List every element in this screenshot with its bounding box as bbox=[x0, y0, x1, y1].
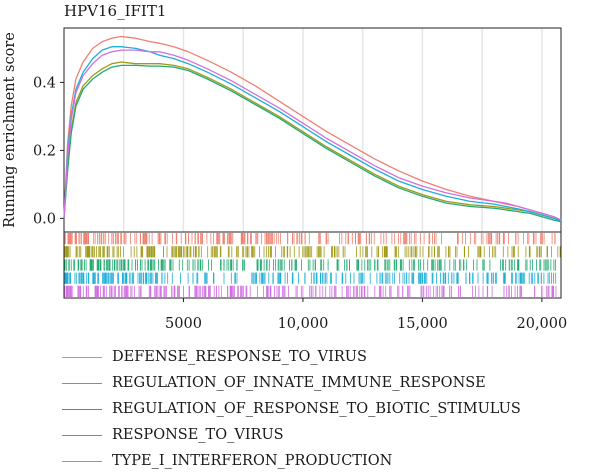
series-lines bbox=[63, 35, 562, 223]
y-tick-label: 0.2 bbox=[33, 143, 56, 159]
x-tick-label: 15,000 bbox=[397, 316, 448, 332]
series-line bbox=[63, 49, 562, 221]
y-tick-label: 0.0 bbox=[33, 211, 56, 227]
legend-swatch bbox=[62, 408, 102, 410]
grid-lines bbox=[122, 28, 543, 232]
x-tick-label: 5000 bbox=[165, 316, 202, 332]
rug-frame bbox=[63, 231, 562, 299]
x-tick-label: 20,000 bbox=[517, 316, 568, 332]
y-tick-label: 0.4 bbox=[33, 75, 56, 91]
legend-label: REGULATION_OF_RESPONSE_TO_BIOTIC_STIMULU… bbox=[112, 401, 521, 417]
legend-swatch bbox=[62, 434, 102, 436]
legend-swatch bbox=[62, 460, 102, 462]
legend-item: REGULATION_OF_RESPONSE_TO_BIOTIC_STIMULU… bbox=[62, 396, 600, 422]
legend-label: REGULATION_OF_INNATE_IMMUNE_RESPONSE bbox=[112, 375, 486, 391]
legend-item: RESPONSE_TO_VIRUS bbox=[62, 422, 600, 448]
series-line bbox=[63, 46, 562, 222]
y-axis: 0.0 0.2 0.4 bbox=[33, 75, 64, 227]
series-line bbox=[63, 64, 562, 223]
legend-item: TYPE_I_INTERFERON_PRODUCTION bbox=[62, 448, 600, 474]
series-line bbox=[63, 61, 562, 221]
gene-hit-rug bbox=[63, 233, 561, 297]
series-line bbox=[63, 35, 562, 221]
legend-label: RESPONSE_TO_VIRUS bbox=[112, 427, 284, 443]
x-axis: 5000 10,000 15,000 20,000 bbox=[165, 298, 567, 332]
legend: DEFENSE_RESPONSE_TO_VIRUS REGULATION_OF_I… bbox=[62, 344, 600, 474]
chart-title: HPV16_IFIT1 bbox=[64, 2, 166, 20]
enrichment-chart: HPV16_IFIT1 Running enrichment score 0.0… bbox=[2, 2, 567, 332]
legend-label: DEFENSE_RESPONSE_TO_VIRUS bbox=[112, 349, 367, 365]
legend-swatch bbox=[62, 356, 102, 358]
legend-label: TYPE_I_INTERFERON_PRODUCTION bbox=[112, 453, 393, 469]
y-axis-label: Running enrichment score bbox=[2, 32, 18, 228]
x-tick-label: 10,000 bbox=[278, 316, 329, 332]
legend-swatch bbox=[62, 382, 102, 384]
legend-item: REGULATION_OF_INNATE_IMMUNE_RESPONSE bbox=[62, 370, 600, 396]
legend-item: DEFENSE_RESPONSE_TO_VIRUS bbox=[62, 344, 600, 370]
